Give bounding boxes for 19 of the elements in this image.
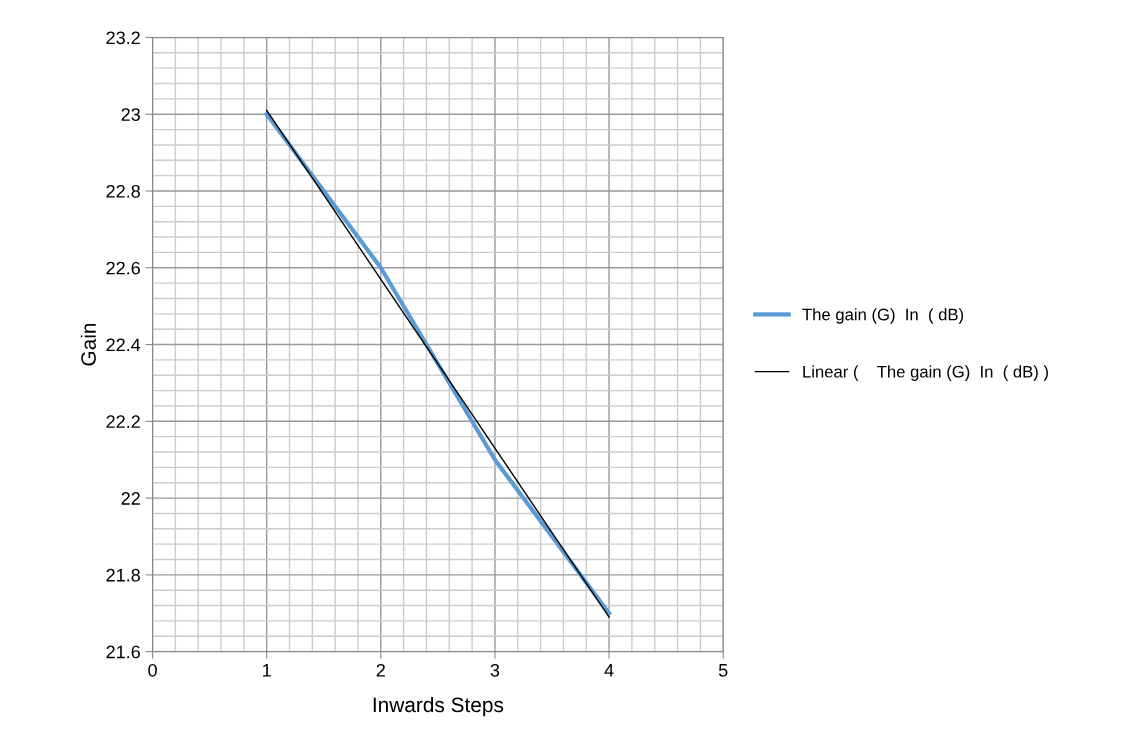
y-tick-label: 22.8 <box>106 184 140 198</box>
x-tick-label: 5 <box>718 664 728 677</box>
legend-label: Linear ( The gain (G) In ( dB) ) <box>803 365 1048 381</box>
y-tick-label: 22.6 <box>106 261 140 275</box>
y-tick-label: 21.6 <box>106 645 140 659</box>
y-tick-label: 23 <box>121 108 140 121</box>
x-tick-label: 0 <box>148 663 157 677</box>
y-axis-title: Gain <box>80 323 96 366</box>
x-tick-label: 3 <box>490 663 500 677</box>
x-axis-title: Inwards Steps <box>373 696 504 717</box>
y-tick-label: 23.2 <box>106 31 140 45</box>
y-tick-label: 22 <box>121 492 140 505</box>
x-tick-label: 4 <box>604 664 614 677</box>
legend-label: The gain (G) In ( dB) <box>802 308 964 324</box>
y-tick-label: 22.2 <box>106 415 140 428</box>
x-tick-label: 1 <box>263 664 271 677</box>
y-tick-label: 22.4 <box>106 338 141 352</box>
y-tick-label: 21.8 <box>106 568 140 582</box>
x-tick-label: 2 <box>376 663 385 677</box>
